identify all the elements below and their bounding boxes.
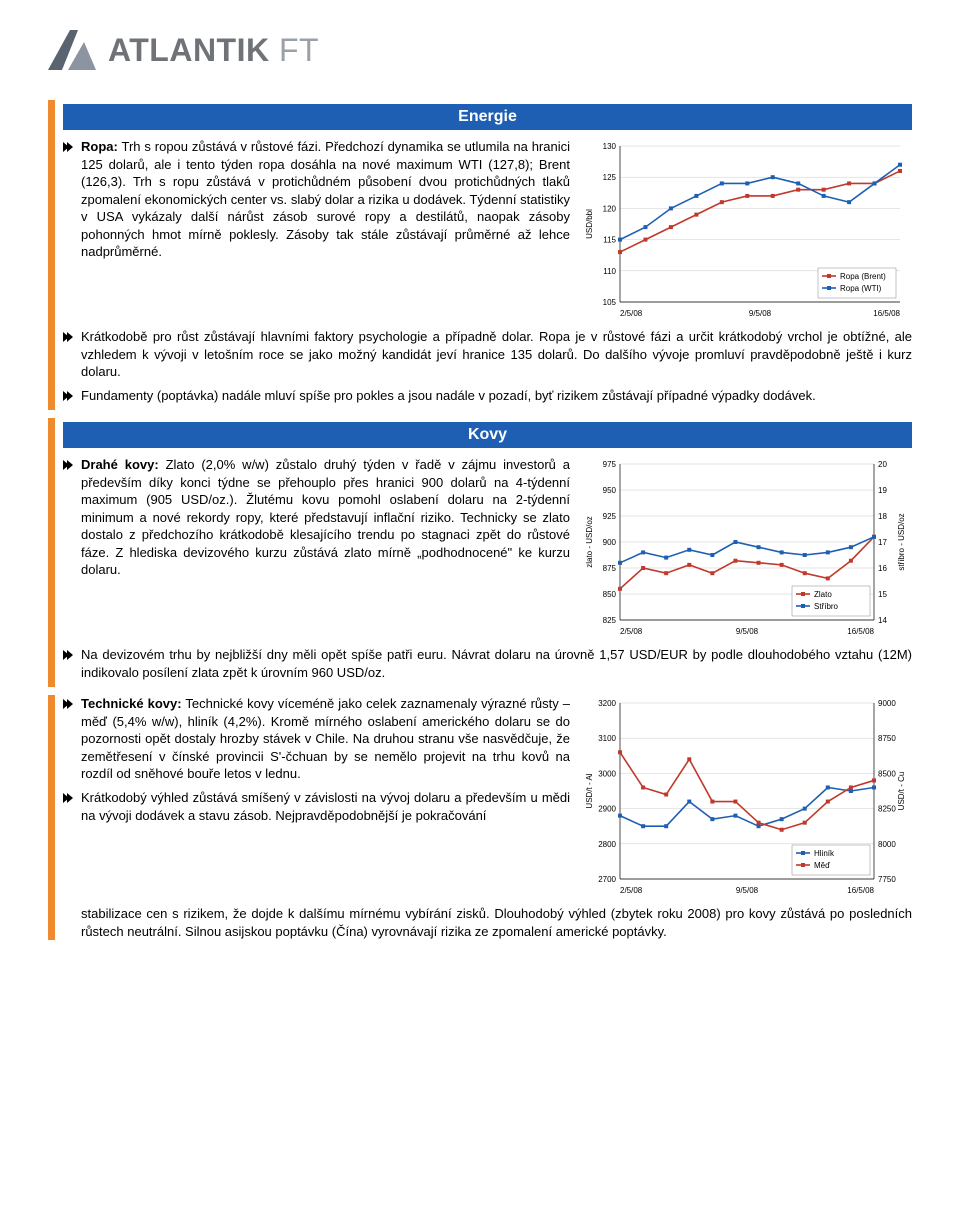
svg-text:925: 925: [603, 512, 617, 521]
bullet-text: Trh s ropou zůstává v růstové fázi. Před…: [81, 139, 570, 259]
svg-text:17: 17: [878, 538, 887, 547]
svg-text:8750: 8750: [878, 734, 896, 743]
oil-chart: 105 110 115 120 125 130 2/5/08 9/5/08 16/5/08 USD…: [582, 138, 912, 328]
svg-text:USD/bbl: USD/bbl: [585, 209, 594, 239]
chevron-icon: [63, 140, 73, 155]
tech-bullet-1: Technické kovy: Technické kovy víceméně …: [81, 695, 570, 783]
svg-text:950: 950: [603, 486, 617, 495]
svg-text:Ropa (WTI): Ropa (WTI): [840, 284, 882, 293]
gold-silver-chart: 825 850 875 900 925 950 975 14 15 16 17 18 19 20 2/5/0…: [582, 456, 912, 646]
svg-text:125: 125: [603, 173, 617, 182]
svg-text:18: 18: [878, 512, 887, 521]
svg-text:105: 105: [603, 298, 617, 307]
chevron-icon: [63, 697, 73, 712]
chevron-icon: [63, 458, 73, 473]
section-title-kovy: Kovy: [63, 422, 912, 448]
svg-text:Ropa (Brent): Ropa (Brent): [840, 272, 886, 281]
bullet-lead: Technické kovy:: [81, 696, 182, 711]
svg-text:Hliník: Hliník: [814, 849, 835, 858]
kovy-bullet-2: Na devizovém trhu by nejbližší dny měli …: [81, 646, 912, 681]
svg-text:3000: 3000: [598, 770, 616, 779]
svg-text:Měď: Měď: [814, 861, 830, 870]
svg-text:9/5/08: 9/5/08: [736, 886, 759, 895]
bullet-lead: Ropa:: [81, 139, 118, 154]
svg-text:8500: 8500: [878, 770, 896, 779]
svg-text:stříbro - USD/oz: stříbro - USD/oz: [897, 514, 906, 571]
svg-text:15: 15: [878, 590, 887, 599]
svg-text:USD/t - Al: USD/t - Al: [585, 774, 594, 809]
svg-text:120: 120: [603, 204, 617, 213]
svg-text:115: 115: [603, 236, 616, 245]
svg-text:2900: 2900: [598, 805, 616, 814]
svg-text:20: 20: [878, 460, 887, 469]
logo-icon: [48, 30, 96, 70]
section-tech-kovy: Technické kovy: Technické kovy víceméně …: [48, 695, 912, 940]
svg-text:16/5/08: 16/5/08: [847, 627, 874, 636]
svg-text:2/5/08: 2/5/08: [620, 627, 643, 636]
svg-text:110: 110: [603, 267, 616, 276]
svg-text:9/5/08: 9/5/08: [736, 627, 759, 636]
svg-text:8250: 8250: [878, 805, 896, 814]
energie-bullet-3: Fundamenty (poptávka) nadále mluví spíše…: [81, 387, 816, 405]
svg-text:850: 850: [603, 590, 617, 599]
svg-text:Zlato: Zlato: [814, 590, 832, 599]
svg-text:875: 875: [603, 564, 617, 573]
svg-text:2800: 2800: [598, 840, 616, 849]
svg-text:2/5/08: 2/5/08: [620, 309, 643, 318]
svg-text:19: 19: [878, 486, 887, 495]
chevron-icon: [63, 648, 73, 663]
metals-chart: 2700 2800 2900 3000 3100 3200 7750 8000 8250 8500…: [582, 695, 912, 905]
tech-bullet-2-continued: stabilizace cen s rizikem, že dojde k da…: [63, 905, 912, 940]
section-energie: Energie Ropa: Trh s ropou zůstává v růst…: [48, 100, 912, 410]
energie-bullet-2: Krátkodobě pro růst zůstávají hlavními f…: [81, 328, 912, 381]
accent-bar: [48, 418, 55, 687]
svg-text:9000: 9000: [878, 699, 896, 708]
accent-bar: [48, 100, 55, 410]
kovy-bullet-1: Drahé kovy: Zlato (2,0% w/w) zůstalo dru…: [81, 456, 570, 579]
accent-bar: [48, 695, 55, 940]
svg-text:3200: 3200: [598, 699, 616, 708]
svg-text:zlato - USD/oz: zlato - USD/oz: [585, 516, 594, 568]
logo-name: ATLANTIK: [108, 32, 270, 68]
section-kovy: Kovy Drahé kovy: Zlato (2,0% w/w) zůstal…: [48, 418, 912, 687]
bullet-lead: Drahé kovy:: [81, 457, 159, 472]
svg-text:8000: 8000: [878, 840, 896, 849]
logo-suffix: FT: [279, 32, 319, 68]
svg-text:130: 130: [603, 142, 617, 151]
logo-text: ATLANTIK FT: [108, 32, 319, 69]
energie-bullet-1: Ropa: Trh s ropou zůstává v růstové fázi…: [81, 138, 570, 261]
svg-text:975: 975: [603, 460, 617, 469]
svg-text:7750: 7750: [878, 875, 896, 884]
svg-text:9/5/08: 9/5/08: [749, 309, 772, 318]
svg-text:3100: 3100: [598, 734, 616, 743]
svg-text:900: 900: [603, 538, 617, 547]
chevron-icon: [63, 791, 73, 806]
logo: ATLANTIK FT: [48, 30, 912, 70]
svg-text:2700: 2700: [598, 875, 616, 884]
svg-text:16/5/08: 16/5/08: [873, 309, 900, 318]
tech-bullet-2: Krátkodobý výhled zůstává smíšený v závi…: [81, 789, 570, 824]
chevron-icon: [63, 330, 73, 345]
bullet-text: Zlato (2,0% w/w) zůstalo druhý týden v ř…: [81, 457, 570, 577]
svg-text:2/5/08: 2/5/08: [620, 886, 643, 895]
section-title-energie: Energie: [63, 104, 912, 130]
svg-text:16/5/08: 16/5/08: [847, 886, 874, 895]
svg-text:14: 14: [878, 616, 887, 625]
chevron-icon: [63, 389, 73, 404]
svg-text:USD/t - Cu: USD/t - Cu: [897, 772, 906, 811]
svg-text:16: 16: [878, 564, 887, 573]
svg-text:825: 825: [603, 616, 617, 625]
svg-text:Stříbro: Stříbro: [814, 602, 839, 611]
